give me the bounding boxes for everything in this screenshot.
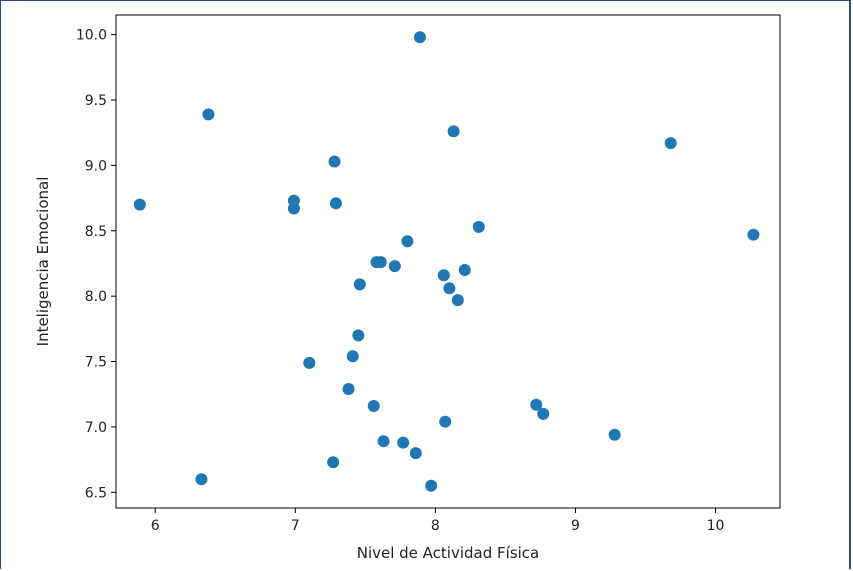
plot-points [133, 31, 760, 492]
data-point-1 [133, 198, 146, 211]
x-tick-label-8: 8 [431, 518, 440, 534]
data-point-28 [451, 294, 464, 307]
data-point-30 [472, 220, 485, 233]
data-point-8 [329, 197, 342, 210]
data-point-26 [443, 282, 456, 295]
data-point-25 [439, 415, 452, 428]
data-point-23 [425, 479, 438, 492]
y-tick-label-7.0: 7.0 [85, 420, 107, 436]
data-point-33 [608, 428, 621, 441]
y-tick-label-8.5: 8.5 [85, 224, 107, 240]
x-tick-label-6: 6 [151, 518, 160, 534]
y-tick-label-9.5: 9.5 [85, 93, 107, 109]
data-point-35 [747, 228, 760, 241]
data-point-13 [353, 278, 366, 291]
axes-frame [115, 14, 781, 509]
data-point-21 [409, 447, 422, 460]
data-point-29 [458, 264, 471, 276]
x-axis-label: Nivel de Actividad Física [357, 544, 540, 562]
data-point-20 [401, 235, 414, 248]
y-tick-label-10.0: 10.0 [76, 28, 107, 44]
data-point-31 [530, 398, 543, 411]
data-point-32 [537, 407, 550, 420]
x-tick-label-10: 10 [707, 518, 725, 534]
data-point-17 [377, 435, 390, 448]
data-point-16 [374, 256, 387, 269]
data-point-9 [327, 456, 340, 469]
data-point-22 [413, 31, 426, 44]
data-point-19 [397, 436, 410, 449]
y-axis-label: Inteligencia Emocional [34, 177, 52, 347]
y-tick-label-9.0: 9.0 [85, 158, 107, 174]
data-point-6 [303, 356, 316, 369]
data-point-12 [352, 329, 365, 342]
data-point-11 [346, 350, 359, 363]
y-tick-label-6.5: 6.5 [85, 485, 107, 501]
data-point-18 [388, 260, 401, 273]
data-point-34 [664, 137, 677, 150]
y-tick-label-7.5: 7.5 [85, 355, 107, 371]
y-axis-ticks: 6.5 7.0 7.5 8.0 8.5 9.0 9.5 10.0 [76, 28, 116, 501]
data-point-7 [328, 155, 341, 168]
x-tick-label-9: 9 [571, 518, 580, 534]
data-point-27 [447, 125, 460, 138]
data-point-2 [202, 108, 215, 121]
x-tick-label-7: 7 [291, 518, 300, 534]
data-point-5 [287, 202, 300, 215]
y-tick-label-8.0: 8.0 [85, 289, 107, 305]
data-point-3 [195, 473, 208, 486]
data-point-10 [342, 383, 355, 395]
x-axis-ticks: 6 7 8 9 10 [151, 508, 725, 534]
data-point-24 [437, 269, 450, 282]
data-point-14 [367, 400, 380, 412]
